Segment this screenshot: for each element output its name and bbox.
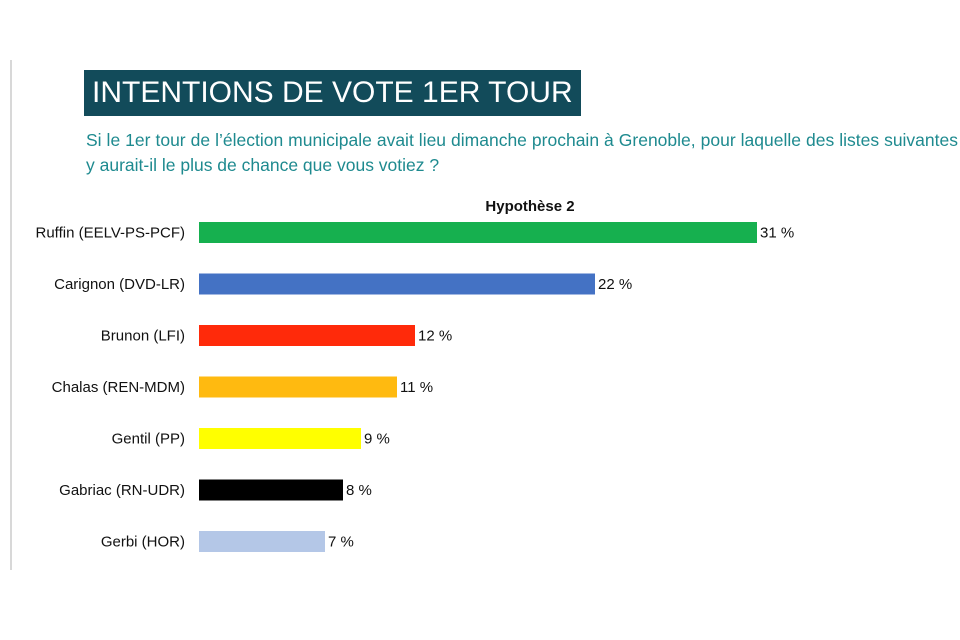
- category-label-gerbi: Gerbi (HOR): [101, 534, 185, 551]
- value-label-gerbi: 7 %: [328, 534, 354, 551]
- bar-gerbi: [199, 531, 325, 552]
- value-label-brunon: 12 %: [418, 328, 452, 345]
- category-label-gentil: Gentil (PP): [112, 431, 185, 448]
- survey-question: Si le 1er tour de l’élection municipale …: [86, 130, 958, 175]
- bar-gentil: [199, 428, 361, 449]
- category-label-gabriac: Gabriac (RN-UDR): [59, 482, 185, 499]
- value-label-ruffin: 31 %: [760, 225, 794, 242]
- category-label-chalas: Chalas (REN-MDM): [52, 379, 185, 396]
- bar-carignon: [199, 273, 595, 295]
- chart-title: Hypothèse 2: [485, 198, 574, 215]
- category-label-carignon: Carignon (DVD-LR): [54, 276, 185, 293]
- bar-ruffin: [199, 222, 757, 243]
- bar-gabriac: [199, 479, 343, 501]
- bars-layer: Ruffin (EELV-PS-PCF) 31 % Carignon (DVD-LR…: [36, 222, 794, 552]
- value-label-gentil: 9 %: [364, 431, 390, 448]
- page-title: INTENTIONS DE VOTE 1ER TOUR: [84, 70, 581, 116]
- value-label-carignon: 22 %: [598, 276, 632, 293]
- value-label-gabriac: 8 %: [346, 482, 372, 499]
- bar-brunon: [199, 325, 415, 346]
- left-divider: [10, 60, 12, 570]
- value-label-chalas: 11 %: [400, 379, 433, 396]
- category-label-brunon: Brunon (LFI): [101, 328, 185, 345]
- category-label-ruffin: Ruffin (EELV-PS-PCF): [36, 225, 186, 242]
- bar-chalas: [199, 376, 397, 398]
